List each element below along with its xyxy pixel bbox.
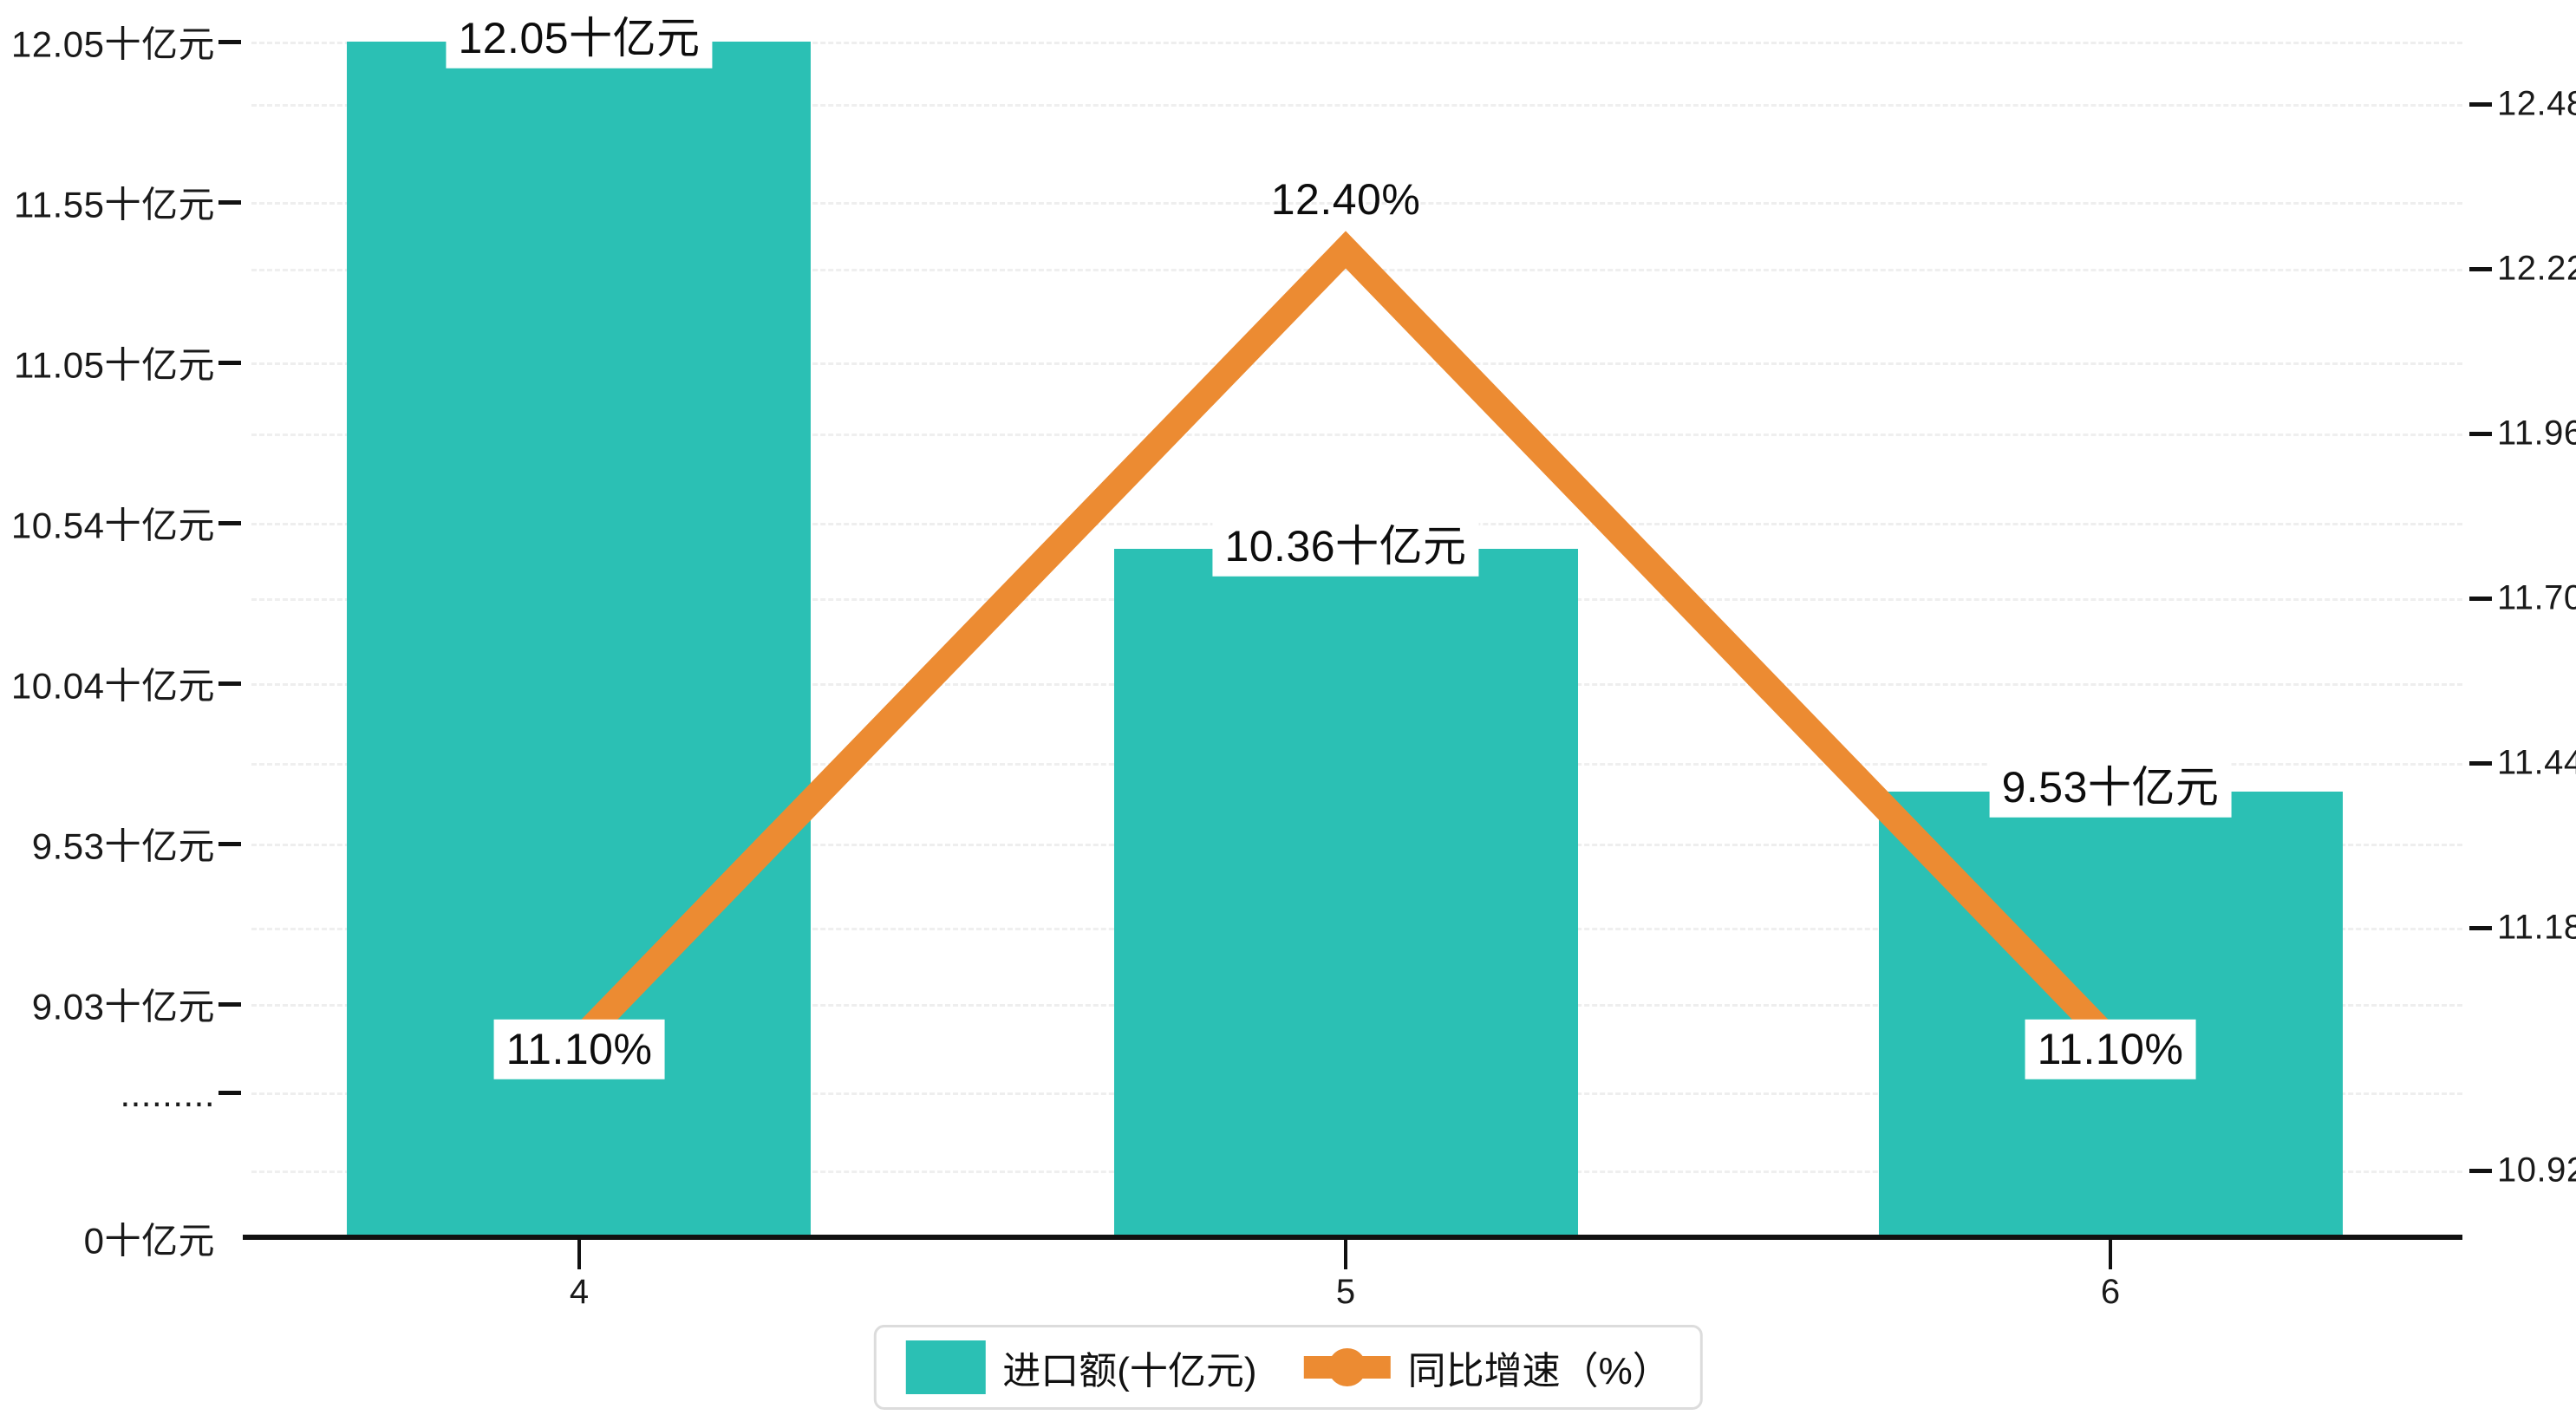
gridline-right-1 <box>251 104 2462 107</box>
bar-category-6[interactable] <box>1879 792 2343 1236</box>
tick-right-3 <box>2469 432 2492 436</box>
gridline-left-2 <box>251 202 2462 205</box>
left-axis-tick-label: 12.05十亿元 <box>10 23 215 65</box>
bar-category-5[interactable] <box>1114 549 1578 1236</box>
right-axis-tick-label: 11.96 <box>2497 414 2576 453</box>
bar-value-label: 10.36十亿元 <box>1212 516 1479 577</box>
right-axis-tick-label: 10.92 <box>2497 1151 2576 1190</box>
left-axis-labels: 12.05十亿元 11.55十亿元 11.05十亿元 10.54十亿元 10.0… <box>0 0 215 1415</box>
tick-x-1 <box>577 1240 581 1269</box>
x-axis-line <box>243 1235 2462 1240</box>
x-axis-tick-label: 5 <box>1335 1273 1356 1311</box>
tick-right-7 <box>2469 1169 2492 1173</box>
tick-left-7 <box>218 1002 241 1007</box>
tick-left-1 <box>218 40 241 44</box>
tick-left-5 <box>218 681 241 686</box>
bar-value-label: 12.05十亿元 <box>446 8 713 68</box>
left-axis-tick-label-zero: 0十亿元 <box>83 1220 215 1262</box>
legend-item-import-amount[interactable]: 进口额(十亿元) <box>905 1340 1257 1395</box>
x-axis-tick-label: 6 <box>2100 1273 2121 1311</box>
tick-right-2 <box>2469 267 2492 271</box>
line-value-label: 11.10% <box>493 1019 665 1079</box>
right-axis-tick-label: 11.44 <box>2497 743 2576 782</box>
right-axis-tick-label: 11.18 <box>2497 908 2576 947</box>
bar-value-label: 9.53十亿元 <box>1989 757 2232 818</box>
tick-right-1 <box>2469 102 2492 107</box>
left-axis-tick-label: 10.04十亿元 <box>10 665 215 707</box>
left-axis-tick-label: 11.05十亿元 <box>14 344 215 386</box>
left-axis-tick-label: 11.55十亿元 <box>14 184 215 225</box>
line-value-label: 12.40% <box>1270 174 1421 224</box>
left-axis-tick-label: 9.53十亿元 <box>31 825 215 867</box>
legend-bar-swatch-icon <box>905 1340 986 1394</box>
tick-left-2 <box>218 200 241 205</box>
x-axis-tick-label: 4 <box>569 1273 590 1311</box>
legend-label: 进口额(十亿元) <box>1002 1350 1257 1392</box>
tick-left-4 <box>218 521 241 525</box>
legend-line-marker-icon <box>1303 1340 1391 1394</box>
right-axis-tick-label: 11.70 <box>2497 578 2576 617</box>
chart-legend: 进口额(十亿元) 同比增速（%） <box>873 1325 1703 1410</box>
right-axis-labels: 12.48 12.22 11.96 11.70 11.44 11.18 10.9… <box>2497 0 2576 1415</box>
right-axis-tick-label: 12.22 <box>2497 249 2576 288</box>
legend-line-dot-icon <box>1327 1348 1366 1386</box>
legend-item-growth-rate[interactable]: 同比增速（%） <box>1303 1340 1671 1395</box>
line-value-label: 11.10% <box>2025 1019 2196 1079</box>
tick-left-6 <box>218 842 241 846</box>
legend-label: 同比增速（%） <box>1407 1350 1671 1392</box>
tick-right-6 <box>2469 926 2492 930</box>
tick-right-5 <box>2469 761 2492 766</box>
tick-x-3 <box>2109 1240 2112 1269</box>
left-axis-tick-label: 10.54十亿元 <box>10 505 215 546</box>
gridline-left-1 <box>251 42 2462 44</box>
tick-left-3 <box>218 361 241 365</box>
left-axis-tick-label-break: ......... <box>120 1073 215 1114</box>
tick-x-2 <box>1344 1240 1347 1269</box>
left-axis-tick-label: 9.03十亿元 <box>31 986 215 1027</box>
tick-right-4 <box>2469 597 2492 601</box>
tick-left-8 <box>218 1091 241 1095</box>
right-axis-tick-label: 12.48 <box>2497 84 2576 123</box>
